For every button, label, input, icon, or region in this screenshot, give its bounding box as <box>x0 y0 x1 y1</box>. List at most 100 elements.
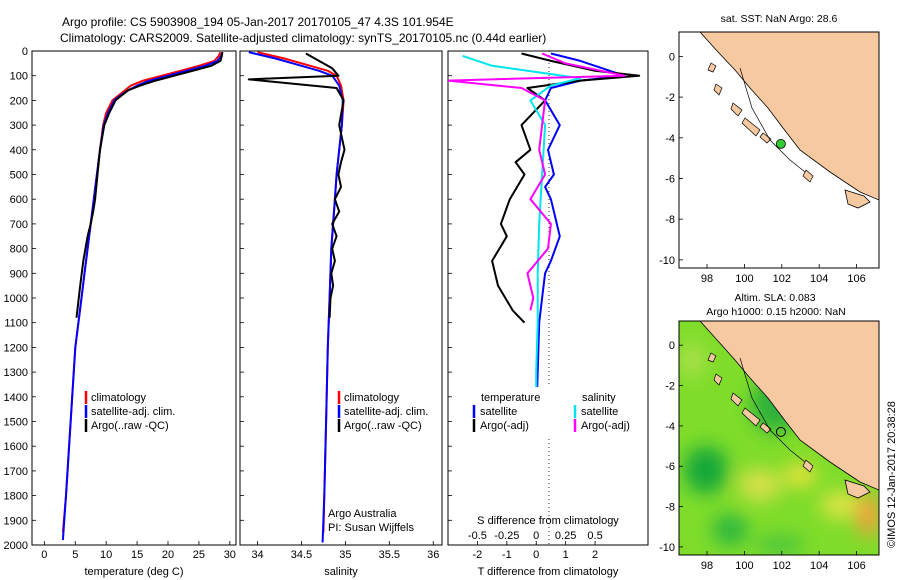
series-line-argo <box>75 52 224 318</box>
sla-map-title-2: Argo h1000: 0.15 h2000: NaN <box>706 306 846 318</box>
salinity-annotation-pi: PI: Susan Wijffels <box>328 522 414 534</box>
depth-tick-label: 2000 <box>4 540 28 552</box>
credit-text: ©IMOS 12-Jan-2017 20:38:28 <box>886 401 898 548</box>
series-line-salinity-satellite <box>462 54 582 422</box>
x-tick-label: 36 <box>427 549 439 561</box>
series-line-satellite-adj-clim- <box>248 51 344 543</box>
map-y-tick-label: -6 <box>665 173 675 185</box>
map-y-tick-label: -2 <box>665 92 675 104</box>
depth-tick-label: 600 <box>10 194 28 206</box>
depth-axis: 0 100 200 300 400 500 600 700 800 900 1000 1100 1200… <box>4 46 452 552</box>
map-y-tick-label: -2 <box>665 381 675 393</box>
map-y-tick-label: 0 <box>669 51 675 63</box>
salinity-legend-satellite: satellite-adj. clim. <box>344 406 428 418</box>
sla-map-title-1: Altim. SLA: 0.083 <box>734 292 815 304</box>
difference-legend-t-satellite: satellite <box>480 406 517 418</box>
x-tick-label: 35.5 <box>379 549 400 561</box>
map-x-tick-label: 98 <box>701 560 713 572</box>
temperature-legend-satellite: satellite-adj. clim. <box>91 406 175 418</box>
salinity-xlabel: salinity <box>324 566 358 578</box>
sst-map-frame <box>678 31 880 269</box>
x-tick-label: 30 <box>224 549 236 561</box>
temperature-legend: climatology satellite-adj. clim. Argo(..… <box>84 391 175 432</box>
depth-tick-label: 1700 <box>4 466 28 478</box>
series-line-argo <box>247 52 346 318</box>
sla-map-land <box>699 321 879 491</box>
s-tick-label: 0.25 <box>555 530 576 542</box>
map-x-tick-label: 98 <box>701 273 713 285</box>
temperature-legend-climatology: climatology <box>91 392 147 404</box>
t-difference-label: T difference from climatology <box>478 566 619 578</box>
salinity-annotation-institution: Argo Australia <box>328 508 397 520</box>
x-tick-label: 25 <box>193 549 205 561</box>
depth-tick-label: 1100 <box>4 318 28 330</box>
salinity-series <box>247 51 346 543</box>
map-x-tick-label: 104 <box>810 273 828 285</box>
s-difference-label: S difference from climatology <box>477 515 619 527</box>
x-tick-label: 34.5 <box>291 549 312 561</box>
map-y-tick-label: -10 <box>659 542 675 554</box>
difference-legend: temperature salinity satellite Argo(-adj… <box>462 387 638 439</box>
sla-map-float-marker <box>775 426 786 437</box>
sla-map-axes: 98 100 102 104 106 0 -2 -4 -6 -8 -10 <box>659 340 866 572</box>
map-x-tick-label: 104 <box>810 560 828 572</box>
x-tick-label: 1 <box>563 549 569 561</box>
map-x-tick-label: 100 <box>735 273 753 285</box>
salinity-legend: climatology satellite-adj. clim. Argo(..… <box>337 391 428 432</box>
depth-tick-label: 300 <box>10 120 28 132</box>
temperature-legend-argo: Argo(..raw -QC) <box>91 420 169 432</box>
temperature-panel-frame <box>31 50 237 546</box>
difference-legend-s-satellite: satellite <box>581 406 618 418</box>
map-x-tick-label: 100 <box>735 560 753 572</box>
depth-tick-label: 200 <box>10 95 28 107</box>
series-line-temperature-argo <box>491 52 641 324</box>
sst-map-axes: 98 100 102 104 106 0 -2 -4 -6 -8 -10 <box>659 51 866 285</box>
difference-legend-background <box>462 387 638 439</box>
salinity-x-axis: 34 34.5 35 35.5 36 <box>251 541 439 561</box>
depth-tick-label: 1200 <box>4 342 28 354</box>
depth-tick-label: 1900 <box>4 515 28 527</box>
salinity-legend-argo: Argo(..raw -QC) <box>344 420 422 432</box>
map-y-tick-label: -10 <box>659 255 675 267</box>
sst-map-java <box>844 189 871 209</box>
title-line-1: Argo profile: CS 5903908_194 05-Jan-2017… <box>62 15 454 29</box>
depth-tick-label: 1800 <box>4 491 28 503</box>
temperature-xlabel: temperature (deg C) <box>84 566 183 578</box>
x-tick-label: 34 <box>251 549 263 561</box>
depth-tick-label: 800 <box>10 244 28 256</box>
sst-map-area <box>679 32 879 268</box>
series-line-satellite-adj-clim- <box>61 51 224 541</box>
sst-map-land <box>699 32 879 201</box>
map-x-tick-label: 102 <box>773 560 791 572</box>
depth-tick-label: 400 <box>10 145 28 157</box>
s-tick-label: 0 <box>533 530 539 542</box>
series-line-climatology <box>61 51 222 533</box>
map-y-tick-label: 0 <box>669 340 675 352</box>
difference-legend-title-temperature: temperature <box>481 392 540 404</box>
t-difference-axis: -2 -1 0 1 2 <box>473 541 598 561</box>
s-difference-axis: -0.5 -0.25 0 0.25 0.5 <box>468 530 603 542</box>
depth-tick-label: 500 <box>10 170 28 182</box>
sst-map-title: sat. SST: NaN Argo: 28.6 <box>721 13 838 25</box>
map-y-tick-label: -4 <box>665 133 675 145</box>
depth-tick-label: 1000 <box>4 293 28 305</box>
s-tick-label: -0.5 <box>468 530 487 542</box>
x-tick-label: 5 <box>72 549 78 561</box>
s-tick-label: 0.5 <box>587 530 602 542</box>
series-line-salinity-argo <box>448 52 626 311</box>
x-tick-label: 2 <box>592 549 598 561</box>
s-tick-label: -0.25 <box>494 530 519 542</box>
x-tick-label: 35 <box>339 549 351 561</box>
depth-tick-label: 100 <box>10 71 28 83</box>
difference-legend-s-argo: Argo(-adj) <box>581 420 630 432</box>
temperature-x-axis: 0 5 10 15 20 25 30 <box>41 541 236 561</box>
difference-series <box>448 52 641 422</box>
sla-map-area <box>679 321 879 555</box>
depth-tick-label: 1400 <box>4 392 28 404</box>
salinity-legend-climatology: climatology <box>344 392 400 404</box>
map-x-tick-label: 102 <box>773 273 791 285</box>
depth-tick-label: 900 <box>10 268 28 280</box>
map-x-tick-label: 106 <box>847 560 865 572</box>
x-tick-label: 15 <box>131 549 143 561</box>
